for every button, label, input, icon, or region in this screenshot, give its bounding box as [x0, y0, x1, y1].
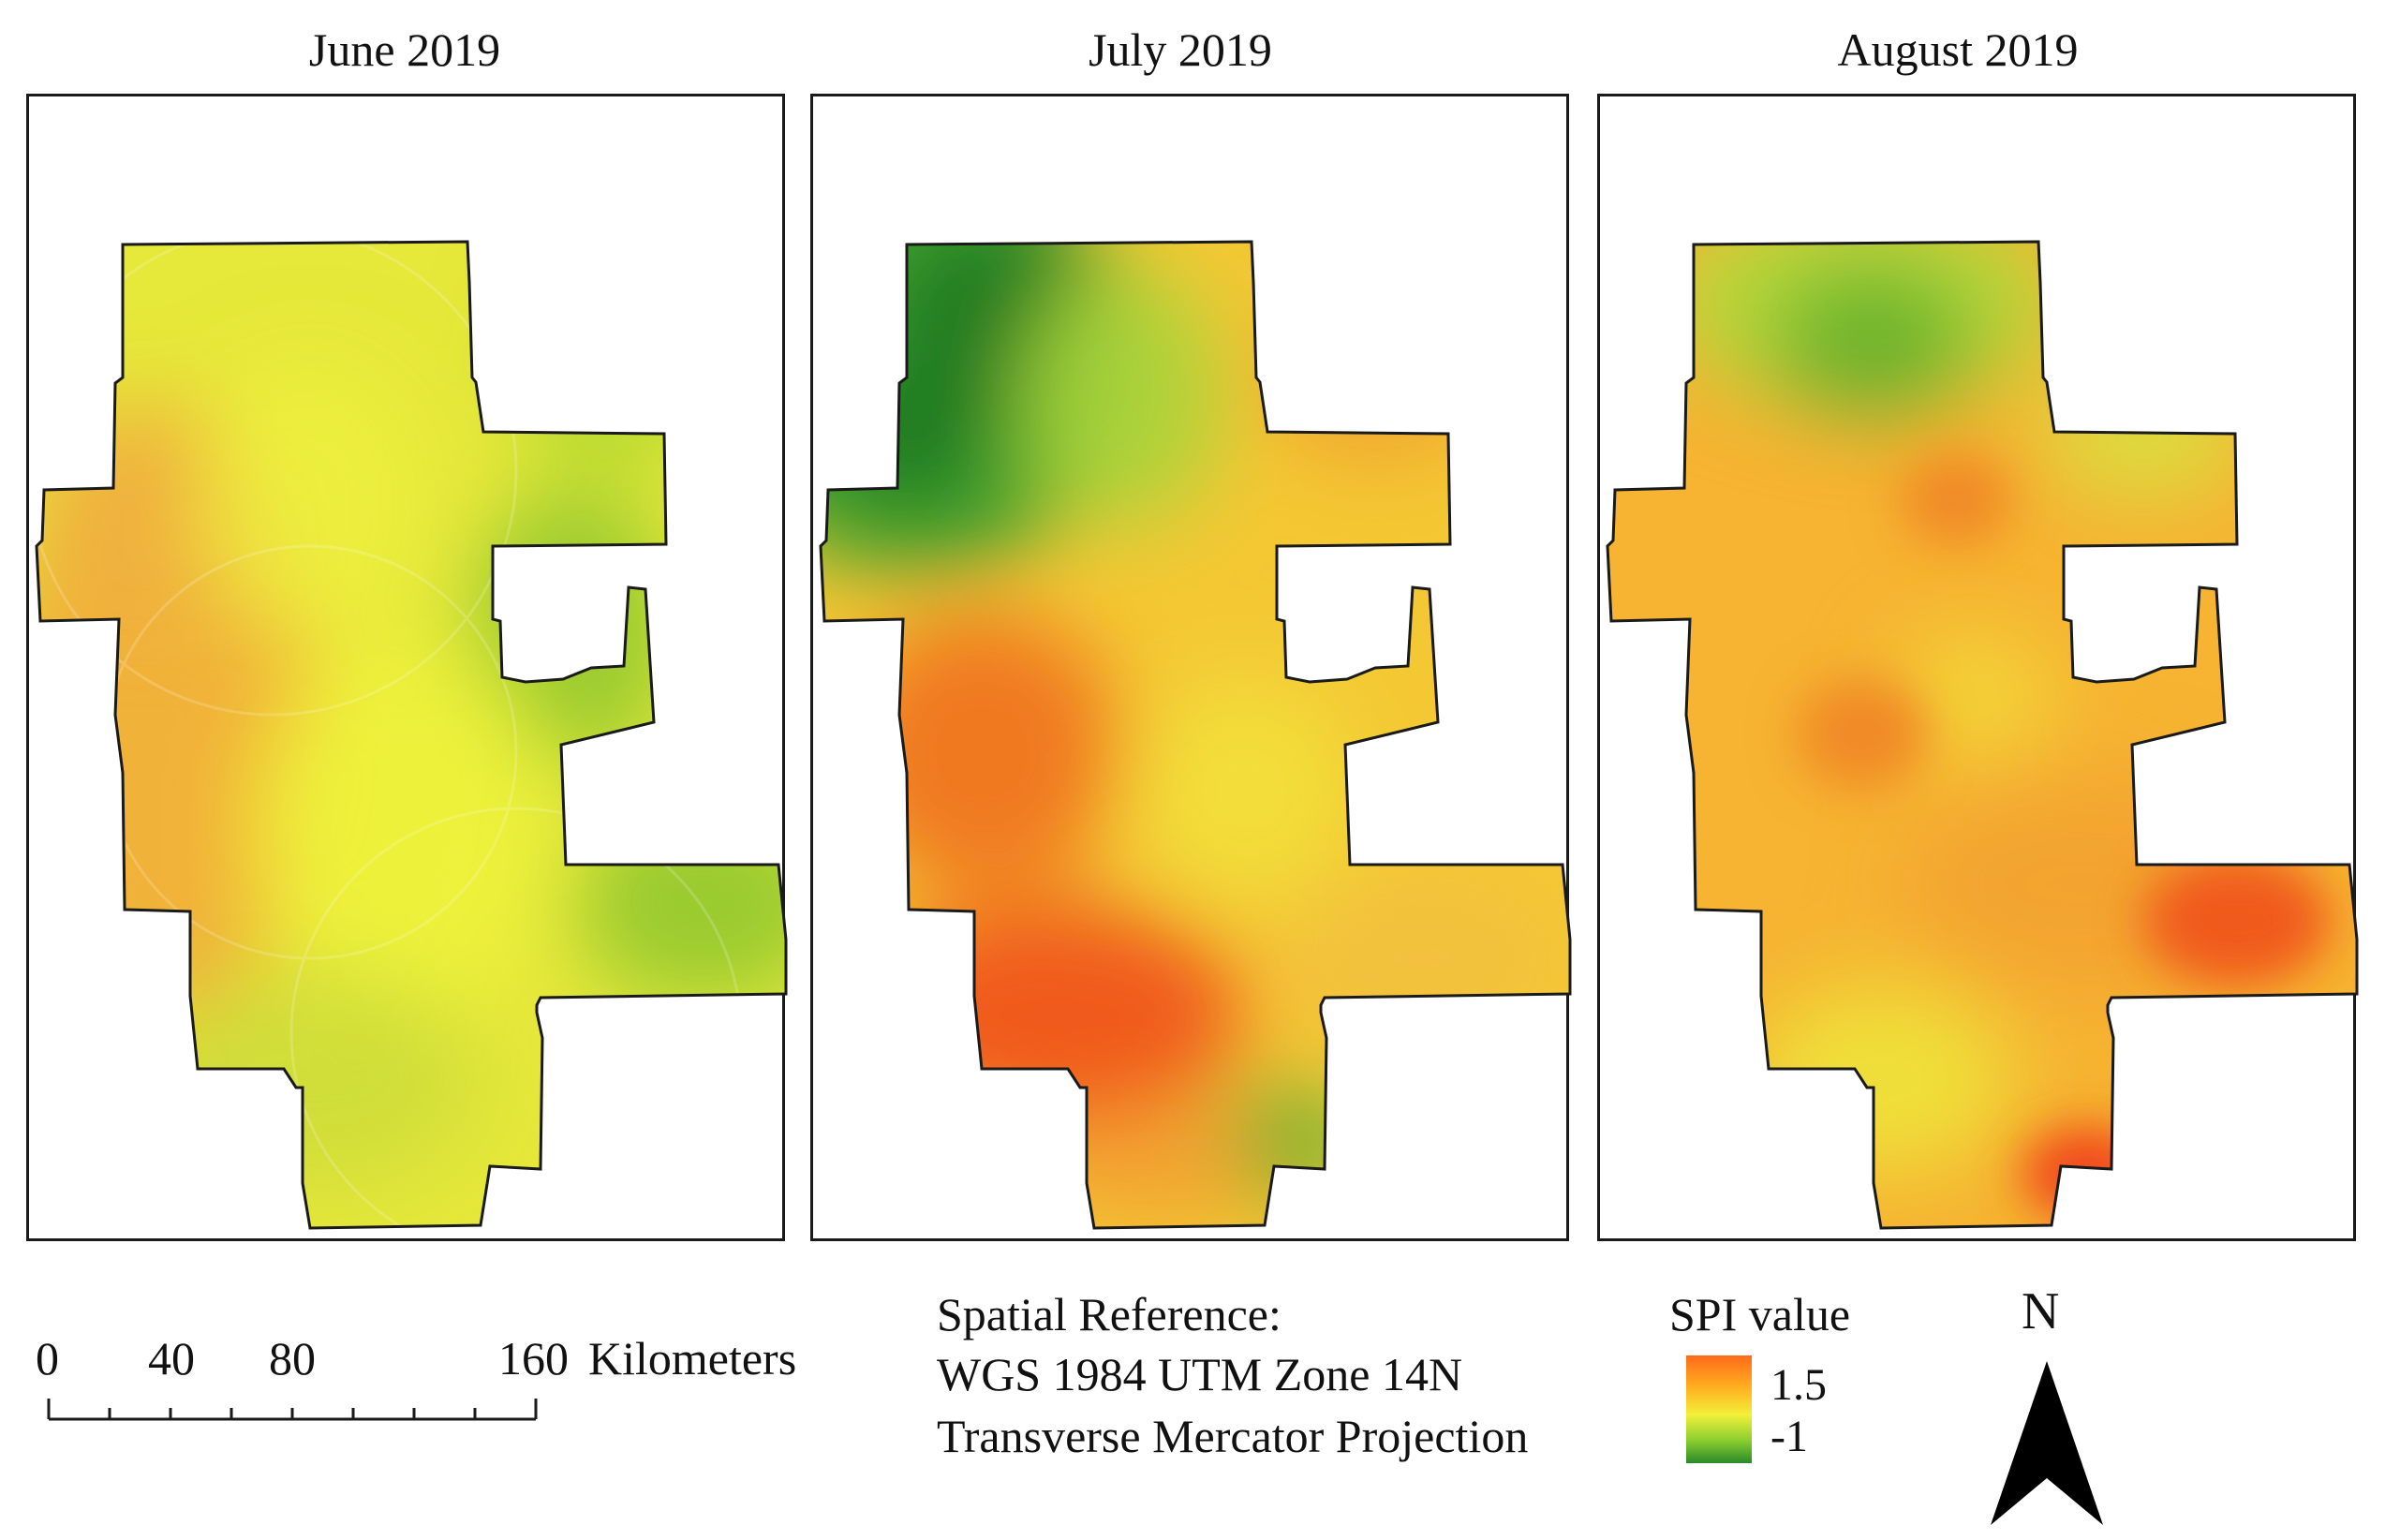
legend-high-label: 1.5 — [1770, 1360, 1827, 1410]
spatial-reference-datum: WGS 1984 UTM Zone 14N — [937, 1348, 1463, 1400]
august-map — [1606, 240, 2359, 1230]
legend-title: SPI value — [1669, 1288, 1851, 1340]
scale-tick-160: 160 — [498, 1332, 569, 1385]
june-map-panel — [26, 94, 788, 1241]
june-map — [35, 240, 788, 1230]
august-map-panel — [1597, 94, 2359, 1241]
july-title: July 2019 — [1089, 23, 1272, 76]
june-title: June 2019 — [308, 23, 501, 76]
scale-tick-40: 40 — [148, 1332, 195, 1385]
legend-low-label: -1 — [1770, 1412, 1808, 1461]
spatial-reference-label: Spatial Reference: — [937, 1288, 1281, 1340]
legend-color-ramp — [1686, 1355, 1752, 1463]
july-map — [819, 240, 1572, 1230]
scale-unit: Kilometers — [588, 1332, 797, 1385]
august-title: August 2019 — [1837, 23, 2079, 76]
scale-bar — [47, 1399, 538, 1421]
north-arrow-icon — [1991, 1361, 2103, 1525]
north-arrow-label: N — [2022, 1282, 2060, 1340]
july-map-panel — [810, 94, 1572, 1241]
scale-tick-80: 80 — [269, 1332, 316, 1385]
scale-tick-0: 0 — [36, 1332, 59, 1385]
spatial-reference-projection: Transverse Mercator Projection — [937, 1410, 1529, 1462]
